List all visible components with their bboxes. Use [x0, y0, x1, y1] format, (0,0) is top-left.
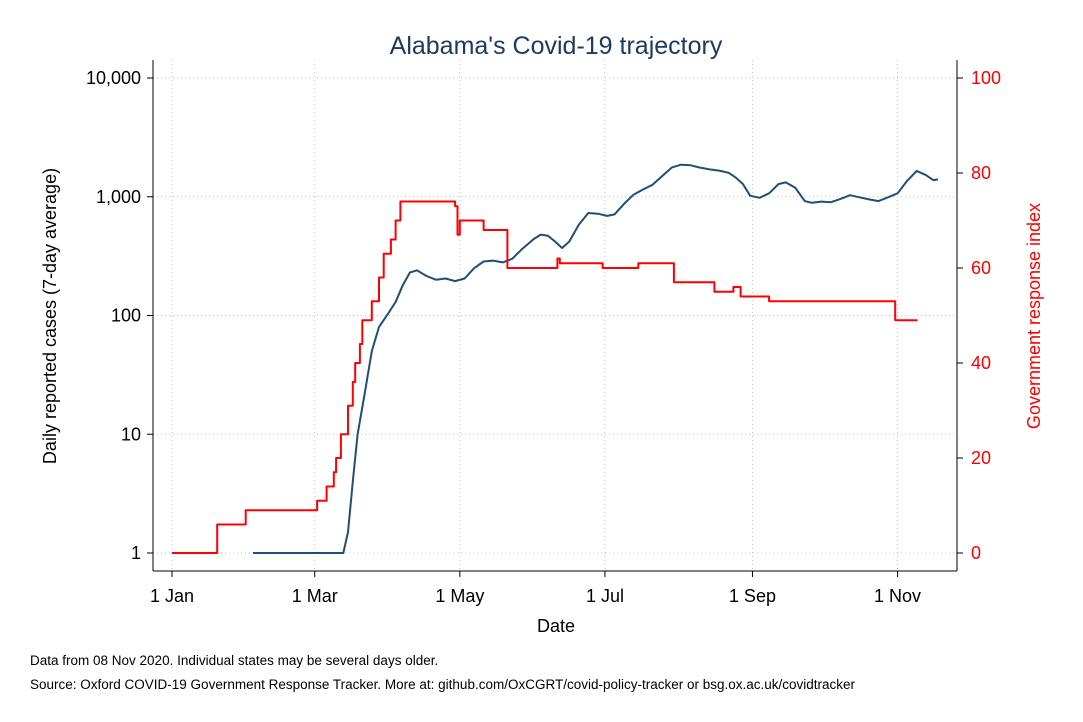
y-right-tick-label: 40 [971, 353, 991, 373]
x-tick-label: 1 Nov [874, 586, 921, 606]
response-index-series-line [172, 200, 918, 554]
x-tick-label: 1 Mar [292, 586, 338, 606]
source-note: Source: Oxford COVID-19 Government Respo… [30, 677, 856, 692]
y-right-tick-label: 0 [971, 543, 981, 563]
y-right-tick-label: 20 [971, 448, 991, 468]
gridlines [153, 60, 957, 571]
y-left-tick-label: 10 [121, 424, 141, 444]
y-right-tick-label: 100 [971, 68, 1001, 88]
x-tick-label: 1 Jan [150, 586, 194, 606]
y-axis-right-label: Government response index [1024, 203, 1044, 429]
data-date-note: Data from 08 Nov 2020. Individual states… [30, 653, 439, 668]
y-left-tick-label: 1,000 [96, 187, 141, 207]
y-right-tick-label: 80 [971, 163, 991, 183]
cases-series-line [252, 163, 939, 554]
chart-title: Alabama's Covid-19 trajectory [390, 32, 723, 60]
x-tick-label: 1 Jul [586, 586, 624, 606]
x-tick-label: 1 Sep [729, 586, 776, 606]
y-left-tick-label: 1 [131, 543, 141, 563]
axes: 1 Jan 1 Mar 1 May 1 Jul 1 Sep 1 Nov 1 10 100 1,00… [86, 60, 1001, 606]
y-right-tick-label: 60 [971, 258, 991, 278]
y-axis-left-label: Daily reported cases (7-day average) [40, 168, 60, 464]
x-axis-label: Date [537, 616, 575, 636]
x-tick-label: 1 May [435, 586, 484, 606]
y-left-tick-label: 100 [111, 306, 141, 326]
series-lines [172, 163, 939, 554]
y-left-tick-label: 10,000 [86, 68, 141, 88]
